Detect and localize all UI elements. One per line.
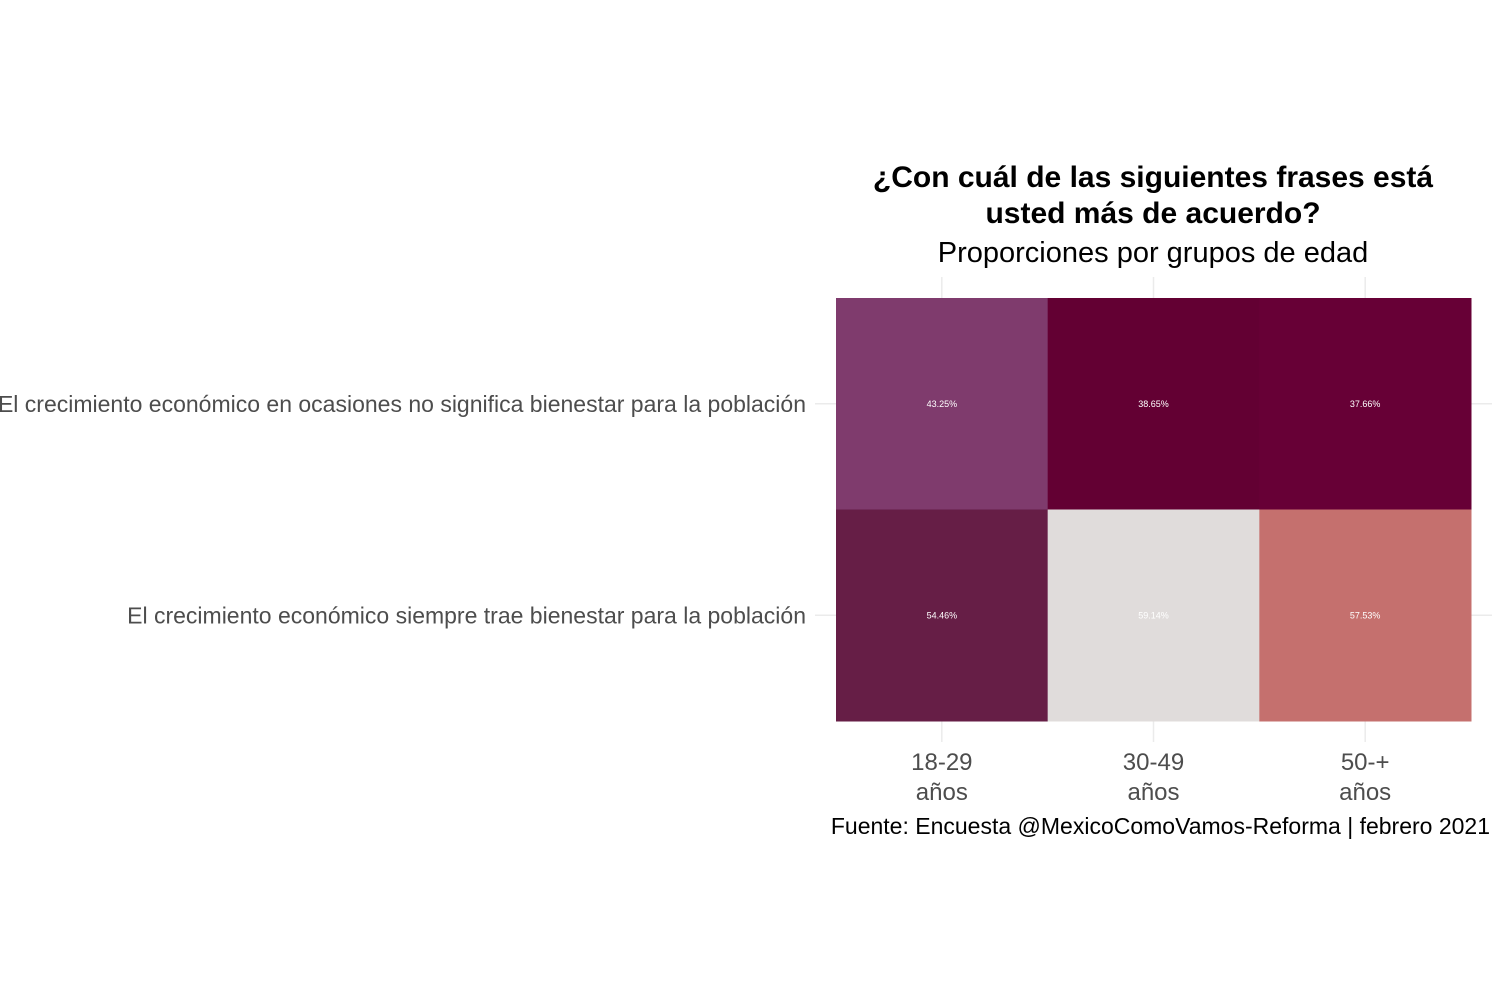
- chart-title-line-2: usted más de acuerdo?: [985, 197, 1320, 230]
- x-tick-label-line-2: años: [1127, 779, 1179, 806]
- x-tick-label: 30-49: [1123, 749, 1184, 776]
- heatmap-cell: [1047, 298, 1260, 510]
- y-tick-label: El crecimiento económico en ocasiones no…: [0, 391, 806, 417]
- heatmap-cell: [836, 298, 1049, 510]
- heatmap-cells: 43.25% 38.65% 37.66% 54.46% 59.14% 57.53%: [836, 298, 1472, 722]
- heatmap-cell: [1259, 509, 1472, 722]
- chart-title-line-1: ¿Con cuál de las siguientes frases está: [873, 161, 1434, 194]
- cell-value-label: 38.65%: [1138, 399, 1169, 409]
- heatmap-cell: [1259, 298, 1472, 510]
- chart-caption: Fuente: Encuesta @MexicoComoVamos-Reform…: [831, 813, 1490, 839]
- cell-value-label: 59.14%: [1138, 610, 1169, 620]
- x-tick-label-line-2: años: [916, 779, 968, 806]
- y-axis-labels: El crecimiento económico en ocasiones no…: [0, 391, 806, 629]
- y-tick-label: El crecimiento económico siempre trae bi…: [127, 602, 806, 628]
- heatmap-cell: [836, 509, 1049, 722]
- cell-value-label: 37.66%: [1350, 399, 1381, 409]
- chart-subtitle: Proporciones por grupos de edad: [938, 237, 1368, 269]
- x-tick-label: 18-29: [911, 749, 972, 776]
- cell-value-label: 54.46%: [927, 610, 958, 620]
- cell-value-label: 57.53%: [1350, 610, 1381, 620]
- x-axis-labels: 18-29 años 30-49 años 50-+ años: [911, 749, 1391, 806]
- heatmap-cell: [1047, 509, 1260, 722]
- x-tick-label: 50-+: [1341, 749, 1390, 776]
- x-tick-label-line-2: años: [1339, 779, 1391, 806]
- cell-value-label: 43.25%: [927, 399, 958, 409]
